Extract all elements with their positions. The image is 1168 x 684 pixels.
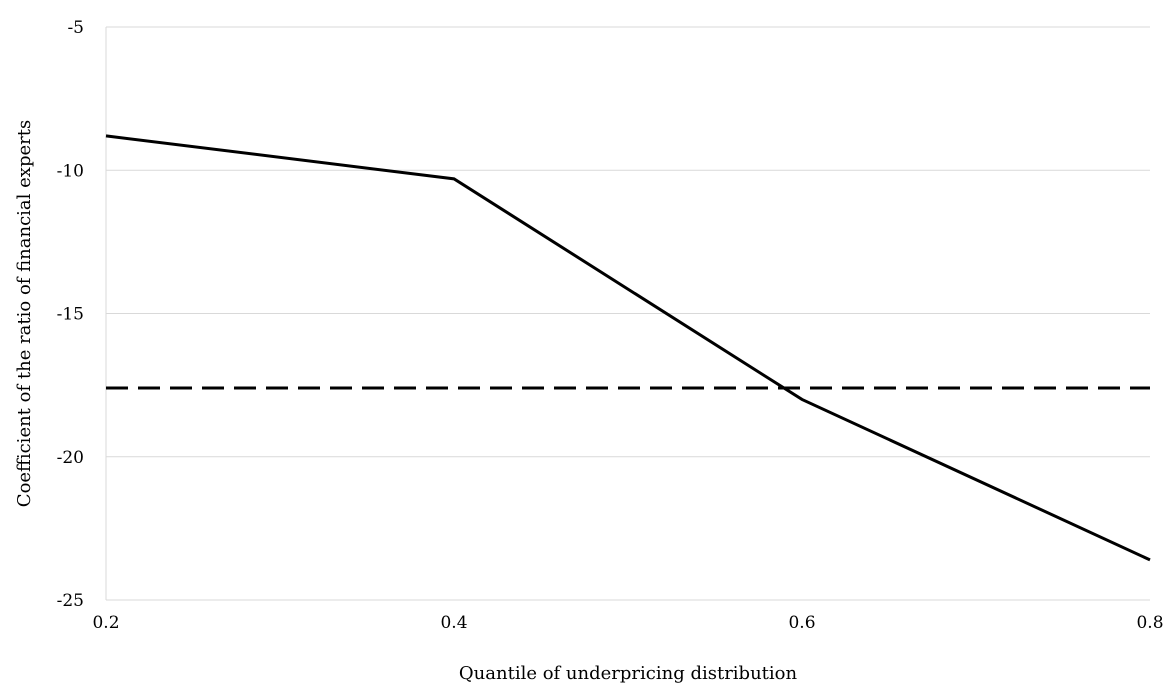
x-tick-label: 0.8 bbox=[1136, 613, 1163, 633]
x-tick-label: 0.2 bbox=[92, 613, 119, 633]
x-tick-label: 0.4 bbox=[440, 613, 467, 633]
y-tick-label: -5 bbox=[67, 18, 84, 38]
y-tick-label: -20 bbox=[57, 448, 84, 468]
x-tick-labels: 0.2 0.4 0.6 0.8 bbox=[92, 613, 1163, 633]
y-axis-title: Coefficient of the ratio of financial ex… bbox=[14, 120, 35, 507]
x-axis-title: Quantile of underpricing distribution bbox=[459, 663, 798, 684]
series-line-solid bbox=[105, 134, 1151, 562]
y-tick-label: -15 bbox=[57, 305, 84, 325]
gridlines bbox=[106, 26, 1150, 601]
y-tick-label: -10 bbox=[57, 161, 84, 181]
y-tick-label: -25 bbox=[57, 591, 84, 611]
series-lines bbox=[105, 134, 1151, 562]
x-tick-label: 0.6 bbox=[788, 613, 815, 633]
y-tick-labels: -5 -10 -15 -20 -25 bbox=[57, 18, 84, 611]
